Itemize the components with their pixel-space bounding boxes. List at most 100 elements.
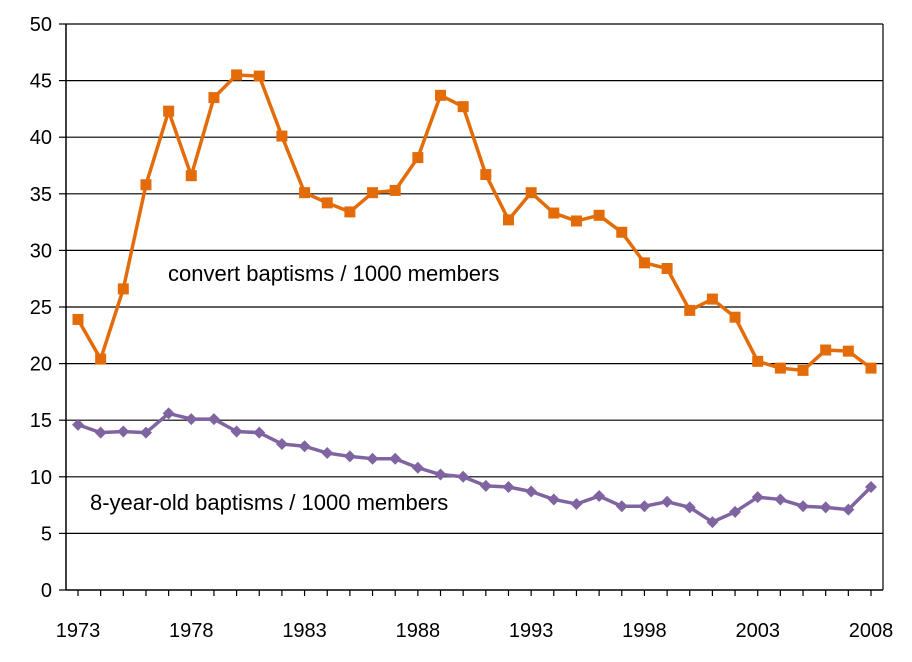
x-tick-label-2003: 2003: [735, 620, 780, 642]
data-point: [616, 226, 628, 238]
y-axis-ticks: 0 5 10 15 20 25 30 35 40 45 50: [30, 14, 66, 602]
data-point: [479, 479, 492, 492]
x-tick-label-1988: 1988: [396, 620, 441, 642]
data-point: [638, 500, 651, 513]
data-point: [343, 450, 356, 463]
series-0: [72, 69, 877, 376]
data-point: [638, 257, 650, 269]
data-point: [94, 426, 107, 439]
y-tick-label-40: 40: [30, 127, 52, 149]
data-point: [661, 263, 673, 275]
x-tick-label-1993: 1993: [509, 620, 554, 642]
data-point: [502, 214, 514, 226]
x-tick-label-1973: 1973: [56, 620, 101, 642]
data-point: [299, 187, 311, 199]
data-point: [729, 505, 742, 518]
data-point: [230, 425, 243, 438]
data-point: [72, 313, 84, 325]
y-tick-label-15: 15: [30, 410, 52, 432]
y-tick-label-10: 10: [30, 467, 52, 489]
data-point: [774, 362, 786, 374]
data-point: [865, 480, 877, 493]
data-point: [842, 503, 855, 516]
series-line-0: [76, 73, 873, 373]
data-point: [208, 92, 220, 104]
x-tick-label-1998: 1998: [622, 620, 667, 642]
y-tick-label-50: 50: [30, 14, 52, 36]
data-point: [661, 495, 674, 508]
data-point: [275, 437, 288, 450]
data-point: [706, 293, 718, 305]
data-point: [253, 70, 265, 82]
data-point: [820, 344, 832, 356]
data-point: [207, 413, 220, 426]
data-point: [525, 187, 537, 199]
data-point: [570, 215, 582, 227]
data-point: [163, 105, 175, 117]
data-point: [729, 311, 741, 323]
data-point: [457, 470, 470, 483]
data-point: [162, 407, 175, 420]
series-label-convert: convert baptisms / 1000 members: [168, 261, 499, 286]
data-point: [140, 179, 152, 191]
data-point: [570, 497, 583, 510]
data-point: [253, 426, 266, 439]
data-point: [706, 516, 719, 529]
data-point: [435, 89, 447, 101]
x-tick-label-2008: 2008: [849, 620, 894, 642]
data-point: [411, 461, 424, 474]
y-tick-label-30: 30: [30, 240, 52, 262]
data-point: [615, 500, 628, 513]
x-axis-ticks: 1973 1978 1983 1988 1993 1998 2003 2008: [56, 590, 894, 642]
data-point: [751, 491, 764, 504]
data-point: [389, 184, 401, 196]
data-point: [547, 493, 560, 506]
data-point: [72, 418, 84, 431]
data-point: [321, 197, 333, 209]
data-point: [480, 169, 492, 181]
y-tick-label-25: 25: [30, 297, 52, 319]
data-point: [434, 468, 447, 481]
data-point: [321, 447, 334, 460]
series-label-8-year-old: 8-year-old baptisms / 1000 members: [90, 490, 448, 515]
data-point: [139, 426, 152, 439]
data-point: [752, 355, 764, 367]
data-point: [684, 304, 696, 316]
data-point: [797, 500, 810, 513]
x-tick-label-1983: 1983: [282, 620, 327, 642]
data-point: [117, 283, 129, 295]
y-tick-label-35: 35: [30, 184, 52, 206]
series-layer: [72, 69, 877, 529]
data-point: [865, 362, 877, 374]
data-point: [231, 69, 243, 81]
data-point: [548, 207, 560, 219]
data-point: [525, 485, 538, 498]
series-1: [72, 407, 877, 529]
x-tick-label-1978: 1978: [169, 620, 214, 642]
y-tick-label-45: 45: [30, 71, 52, 93]
data-point: [344, 206, 356, 218]
y-tick-label-5: 5: [41, 523, 52, 545]
data-point: [593, 209, 605, 221]
data-point: [366, 452, 379, 465]
y-tick-label-0: 0: [41, 580, 52, 602]
data-point: [819, 501, 832, 514]
data-point: [185, 170, 197, 182]
data-point: [117, 425, 130, 438]
data-point: [276, 130, 288, 142]
data-point: [457, 101, 469, 113]
data-point: [185, 413, 198, 426]
data-point: [593, 490, 606, 503]
y-tick-label-20: 20: [30, 354, 52, 376]
data-point: [367, 187, 379, 199]
data-point: [774, 493, 787, 506]
data-point: [95, 353, 107, 365]
data-point: [683, 501, 696, 514]
data-point: [412, 152, 424, 164]
data-point: [298, 440, 311, 453]
data-point: [842, 345, 854, 357]
data-point: [502, 480, 515, 493]
data-point: [389, 452, 402, 465]
data-point: [797, 364, 809, 376]
